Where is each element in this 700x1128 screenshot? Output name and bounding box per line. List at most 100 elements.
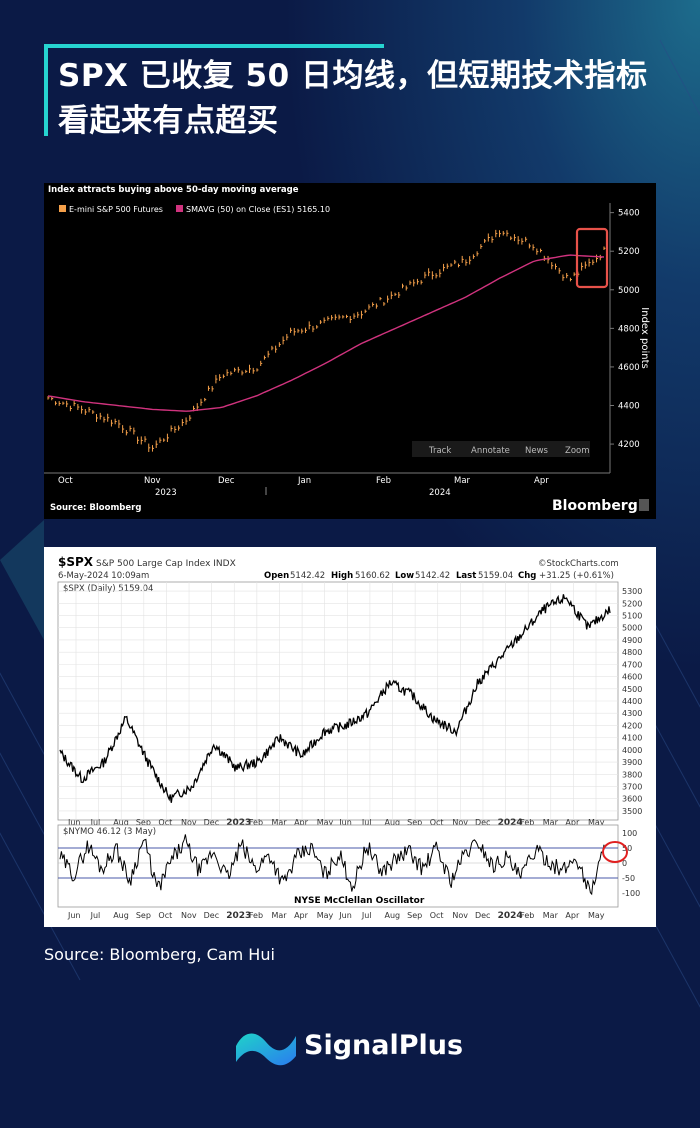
chart1-year-2023: 2023: [155, 488, 177, 498]
chart1-ytick-label: 5000: [618, 286, 640, 296]
chart2-osc-xtick-label: Oct: [158, 911, 172, 920]
signalplus-logo-icon: [236, 1033, 296, 1066]
svg-text:+31.25 (+0.61%): +31.25 (+0.61%): [539, 571, 614, 581]
chart2-ytick-label: 4800: [622, 648, 642, 657]
chart2-osc-xtick-label: 2024: [498, 911, 523, 921]
bloomberg-chart: Index attracts buying above 50-day movin…: [44, 185, 650, 514]
chart2-osc-xtick-label: Jun: [67, 911, 81, 920]
svg-text:5142.42: 5142.42: [290, 571, 325, 581]
chart2-osc-xtick-label: Dec: [204, 911, 219, 920]
chart2-xtick-label: 2024: [498, 818, 523, 828]
chart1-source: Source: Bloomberg: [50, 503, 141, 513]
chart2-osc-xtick-label: Dec: [475, 911, 490, 920]
chart2-osc-xtick-label: Mar: [543, 911, 559, 920]
chart2-ytick-label: 3900: [622, 758, 642, 767]
chart2-osc-xtick-label: Oct: [430, 911, 444, 920]
svg-text:Open: Open: [264, 571, 289, 581]
toolbar-zoom-button[interactable]: Zoom: [565, 446, 590, 456]
chart2-osc-highlight-circle: [602, 841, 628, 863]
chart2-y-ticks: 3500 3600 3700 3800 3900 4000 4100 4200 4300 4400…: [622, 587, 642, 816]
svg-text:Chg: Chg: [518, 571, 536, 581]
chart2-osc-ytick-label: 100: [622, 829, 637, 838]
chart1-xtick-label: Apr: [534, 476, 549, 486]
chart2-osc-xtick-label: Jul: [361, 911, 372, 920]
chart2-ytick-label: 3500: [622, 807, 642, 816]
title-accent-side: [44, 44, 48, 136]
chart1-xtick-label: Feb: [376, 476, 391, 486]
chart2-ytick-label: 4600: [622, 673, 642, 682]
chart1-toolbar[interactable]: Track Annotate News Zoom: [412, 441, 590, 457]
chart2-title: S&P 500 Large Cap Index INDX: [96, 559, 236, 569]
chart2-ytick-label: 5000: [622, 624, 642, 633]
chart2-quote: Open 5142.42 High 5160.62 Low 5142.42 La…: [264, 571, 614, 581]
chart2-legend: $SPX (Daily) 5159.04: [63, 584, 153, 594]
chart2-osc-xtick-label: Aug: [113, 911, 129, 920]
bloomberg-logo-icon: [639, 499, 649, 511]
source-note: Source: Bloomberg, Cam Hui: [44, 945, 275, 964]
chart2-xtick-label: Sep: [136, 818, 151, 827]
chart2-osc-xtick-label: Mar: [271, 911, 287, 920]
bloomberg-chart-panel: Index attracts buying above 50-day movin…: [44, 183, 656, 519]
chart2-osc-ytick-label: -100: [622, 889, 640, 898]
chart2-osc-xtick-label: Feb: [520, 911, 534, 920]
chart2-price-line: [59, 594, 611, 803]
chart2-xtick-label: May: [588, 818, 605, 827]
chart2-xtick-label: Apr: [294, 818, 309, 827]
toolbar-news-button[interactable]: News: [525, 446, 549, 456]
chart1-legend-ma: SMAVG (50) on Close (ES1) 5165.10: [186, 205, 330, 214]
chart1-year-2024: 2024: [429, 488, 451, 498]
chart2-xtick-label: Mar: [271, 818, 287, 827]
chart2-xtick-label: Aug: [385, 818, 401, 827]
chart2-ytick-label: 5100: [622, 612, 642, 621]
svg-text:5142.42: 5142.42: [415, 571, 450, 581]
chart2-ytick-label: 4300: [622, 709, 642, 718]
chart2-brand: ©StockCharts.com: [538, 559, 619, 569]
chart2-xtick-label: Oct: [158, 818, 172, 827]
chart2-xtick-label: Oct: [430, 818, 444, 827]
chart2-osc-xtick-label: May: [588, 911, 605, 920]
chart1-xtick-label: Mar: [454, 476, 471, 486]
toolbar-annotate-button[interactable]: Annotate: [471, 446, 510, 456]
chart2-osc-line: [59, 834, 605, 896]
svg-text:Last: Last: [456, 571, 476, 581]
chart1-ytick-label: 4800: [618, 324, 640, 334]
legend-price-swatch: [59, 205, 66, 212]
chart2-xtick-label: Dec: [204, 818, 219, 827]
title-accent-bar: [44, 44, 384, 48]
chart2-xtick-label: Nov: [452, 818, 468, 827]
chart2-grid: [58, 582, 618, 820]
chart2-ytick-label: 4200: [622, 721, 642, 730]
chart2-ytick-label: 3800: [622, 770, 642, 779]
chart1-price-bars: [47, 229, 606, 453]
chart2-xtick-label: Feb: [520, 818, 534, 827]
chart2-osc-ytick-label: -50: [622, 874, 635, 883]
chart2-xtick-label: Nov: [181, 818, 197, 827]
svg-text:5160.62: 5160.62: [355, 571, 390, 581]
chart2-ytick-label: 4000: [622, 746, 642, 755]
chart1-xtick-label: Dec: [218, 476, 235, 486]
legend-ma-swatch: [176, 205, 183, 212]
stockcharts-chart: $SPX S&P 500 Large Cap Index INDX ©Stock…: [57, 555, 642, 921]
chart1-ytick-label: 4600: [618, 363, 640, 373]
chart2-osc-label: NYSE McClellan Oscillator: [294, 896, 425, 906]
chart2-ytick-label: 4900: [622, 636, 642, 645]
chart2-osc-xtick-label: Apr: [565, 911, 580, 920]
chart2-osc-xtick-label: Sep: [407, 911, 422, 920]
chart1-ytick-label: 4400: [618, 402, 640, 412]
chart1-legend-price: E-mini S&P 500 Futures: [69, 205, 163, 214]
brand-name: SignalPlus: [304, 1030, 464, 1061]
chart2-osc-xtick-label: Apr: [294, 911, 309, 920]
chart2-ytick-label: 4700: [622, 660, 642, 669]
chart2-ytick-label: 3700: [622, 782, 642, 791]
chart2-xtick-label: Feb: [249, 818, 263, 827]
chart2-osc-xtick-label: Nov: [452, 911, 468, 920]
toolbar-track-button[interactable]: Track: [428, 446, 451, 456]
chart2-ytick-label: 4400: [622, 697, 642, 706]
chart2-ytick-label: 4500: [622, 685, 642, 694]
chart2-osc-ytick-label: 0: [622, 859, 627, 868]
chart1-ylabel: Index points: [639, 307, 650, 368]
chart2-xtick-label: Jul: [90, 818, 101, 827]
chart2-xtick-label: Dec: [475, 818, 490, 827]
